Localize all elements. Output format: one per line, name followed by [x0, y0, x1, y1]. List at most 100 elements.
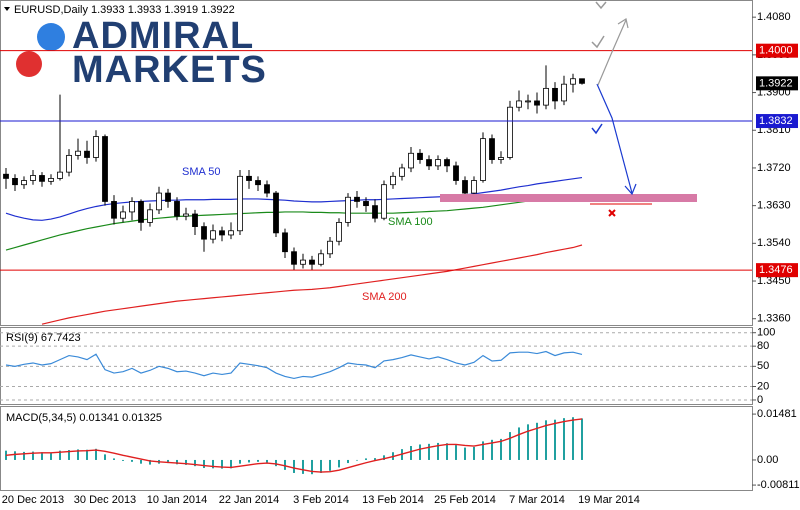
- candle-body: [156, 192, 162, 211]
- macd-bar: [473, 446, 475, 460]
- candle-body: [120, 211, 126, 219]
- level-label-bg: [756, 114, 798, 129]
- y-tick-label: 1.3720: [757, 162, 791, 174]
- macd-bar: [284, 459, 286, 470]
- header-arrow: [4, 7, 10, 11]
- macd-bar: [104, 454, 106, 460]
- y-tick-label: 50: [757, 360, 769, 372]
- candle-body: [516, 100, 522, 108]
- macd-bar: [23, 451, 25, 460]
- candle-body: [201, 226, 207, 240]
- macd-bar: [293, 459, 295, 473]
- candle-body: [174, 201, 180, 217]
- candle-body: [75, 150, 81, 156]
- macd-bar: [428, 443, 430, 460]
- macd-bar: [482, 441, 484, 460]
- macd-bar: [50, 452, 52, 460]
- candle-body: [462, 180, 468, 194]
- forecast-arrowhead: [624, 183, 637, 196]
- y-tick-label: 0: [757, 394, 763, 406]
- macd-bar: [14, 451, 16, 460]
- candle-body: [102, 136, 108, 202]
- macd-bar: [455, 445, 457, 460]
- alt-arrowhead: [617, 18, 629, 29]
- chart-title: EURUSD,Daily 1.3933 1.3933 1.3919 1.3922: [14, 4, 235, 16]
- x-tick-label: 25 Feb 2014: [434, 494, 496, 506]
- y-tick-label: 100: [757, 327, 775, 339]
- logo-circle-blue: [37, 23, 65, 51]
- macd-bar: [464, 447, 466, 460]
- macd-bar: [41, 452, 43, 460]
- macd-bar: [509, 432, 511, 460]
- macd-bar: [302, 459, 304, 474]
- macd-bar: [185, 459, 187, 465]
- candle-body: [336, 221, 342, 242]
- alt-check: [591, 35, 605, 49]
- candle-body: [372, 205, 378, 219]
- macd-bar: [491, 439, 493, 460]
- rsi-line: [5, 350, 583, 380]
- macd-signal-line: [5, 418, 583, 473]
- macd-bar: [239, 459, 241, 464]
- macd-bar: [140, 459, 142, 464]
- candle-body: [426, 159, 432, 167]
- alt-check: [595, 1, 607, 10]
- candle-body: [363, 201, 369, 207]
- macd-bar: [77, 449, 79, 460]
- macd-bar: [257, 459, 259, 462]
- alt-arrow: [597, 19, 627, 86]
- macd-bar: [536, 422, 538, 460]
- candle-body: [453, 165, 459, 181]
- candle-body: [579, 78, 585, 84]
- macd-bar: [356, 459, 358, 461]
- target-zone: [440, 194, 697, 202]
- macd-bar: [563, 418, 565, 460]
- level-label: 1.3476: [759, 264, 793, 276]
- candle-body: [507, 106, 513, 158]
- x-tick-label: 10 Jan 2014: [147, 494, 208, 506]
- macd-bar: [527, 424, 529, 460]
- main-panel-frame: [0, 0, 753, 326]
- macd-bar: [446, 443, 448, 460]
- candle-body: [543, 87, 549, 106]
- y-tick-label: -0.00811: [757, 479, 800, 491]
- logo-circle-red: [16, 51, 42, 77]
- x-tick-label: 20 Dec 2013: [2, 494, 64, 506]
- y-tick-label: 1.3630: [757, 200, 791, 212]
- macd-bar: [500, 438, 502, 460]
- candle-body: [129, 201, 135, 213]
- candle-body: [480, 138, 486, 181]
- macd-bar: [248, 459, 250, 463]
- candle-body: [345, 196, 351, 223]
- level-label-bg: [756, 43, 798, 58]
- candle-body: [219, 230, 225, 236]
- candle-body: [237, 175, 243, 232]
- x-tick-label: 30 Dec 2013: [74, 494, 136, 506]
- logo-line2: MARKETS: [72, 49, 267, 91]
- candle-body: [39, 175, 45, 182]
- sma-line: [41, 244, 583, 325]
- candle-body: [255, 180, 261, 186]
- macd-bar: [311, 459, 313, 475]
- candle-body: [21, 180, 27, 186]
- candle-body: [354, 196, 360, 202]
- candle-body: [246, 175, 252, 181]
- candle-body: [183, 213, 189, 217]
- level-label-bg: [756, 263, 798, 278]
- macd-bar: [320, 459, 322, 473]
- rsi-title: RSI(9) 67.7423: [6, 332, 81, 344]
- candle-body: [228, 230, 234, 236]
- macd-bar: [572, 417, 574, 460]
- candle-body: [399, 167, 405, 177]
- macd-bar: [347, 459, 349, 464]
- candle-body: [48, 178, 54, 182]
- candle-body: [12, 178, 18, 186]
- candle-body: [309, 259, 315, 265]
- candle-body: [570, 78, 576, 85]
- y-tick-label: 1.3540: [757, 237, 791, 249]
- candle-body: [147, 209, 153, 223]
- level-label: 1.3832: [759, 115, 793, 127]
- macd-bar: [554, 419, 556, 460]
